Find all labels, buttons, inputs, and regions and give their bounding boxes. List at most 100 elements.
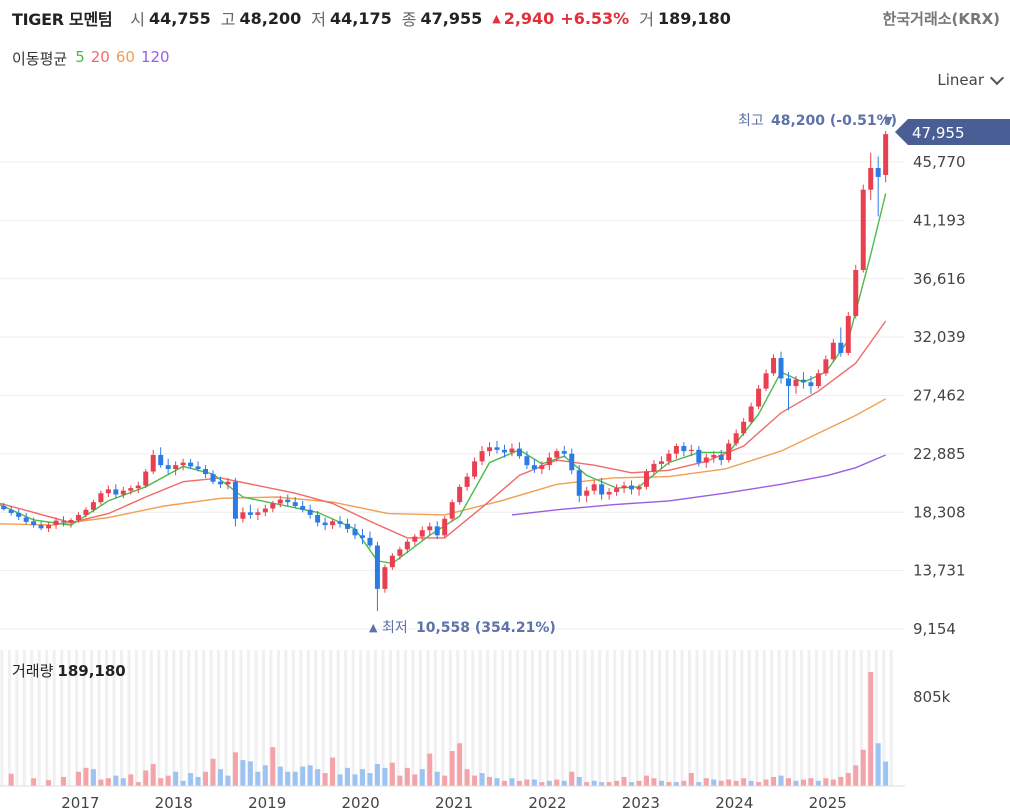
volume-bar (337, 774, 343, 786)
candle-body (830, 342, 836, 360)
volume-bar (808, 778, 814, 786)
candle (203, 465, 209, 478)
low-annotation-label: 최저 (382, 620, 408, 636)
volume-bar (240, 760, 246, 786)
candle-body (203, 468, 209, 475)
volume-bar (285, 771, 291, 786)
candle (643, 468, 649, 490)
candle (815, 369, 821, 389)
candle (337, 516, 343, 528)
high-annotation-marker: ▼ (884, 114, 893, 127)
candle-body (681, 446, 687, 452)
candle (173, 461, 179, 476)
volume-bar (599, 782, 605, 786)
candle (464, 472, 470, 491)
candle (868, 152, 874, 200)
candle-body (883, 134, 889, 175)
ma20-legend[interactable]: 20 (90, 48, 110, 66)
ma60-layer (0, 398, 887, 526)
volume-bar (322, 773, 328, 786)
year-tick-label: 2022 (528, 794, 566, 812)
candle-body (718, 454, 724, 461)
candle (61, 516, 67, 527)
volume-bar (636, 780, 642, 786)
volume-bar (61, 776, 67, 786)
candle (53, 517, 59, 529)
candle-body (307, 509, 313, 515)
candle-body (591, 484, 597, 491)
open-value: 44,755 (149, 8, 211, 28)
candle (352, 523, 358, 540)
candle (487, 442, 493, 457)
volume-bar (307, 765, 313, 786)
candle-body (703, 457, 709, 463)
volume-bar (524, 779, 530, 786)
candle (225, 477, 231, 490)
candle (778, 351, 784, 384)
candle-body (374, 545, 380, 589)
volume-bar (546, 780, 552, 786)
volume-bar (718, 780, 724, 786)
candle (883, 131, 889, 183)
candle (516, 442, 522, 459)
ma5-line (0, 193, 887, 565)
volume-bar (412, 774, 418, 786)
volume-bar (733, 780, 739, 786)
candle-body (576, 470, 582, 496)
volume-bar (359, 769, 365, 786)
candle-body (389, 555, 395, 568)
price-tick-label: 13,731 (913, 562, 966, 580)
year-tick-label: 2025 (809, 794, 847, 812)
scale-mode-dropdown[interactable]: Linear (937, 70, 1005, 89)
volume-bar (815, 780, 821, 786)
moving-average-legend[interactable]: 이동평균 5 20 60 120 (12, 48, 170, 69)
candle (419, 526, 425, 541)
candle (180, 458, 186, 471)
volume-bar (46, 780, 52, 786)
volume-bar (270, 747, 276, 786)
volume-bar (756, 782, 762, 786)
candle (853, 264, 859, 319)
volume-bar (404, 767, 410, 786)
volume-bar (449, 751, 455, 786)
ma5-legend[interactable]: 5 (75, 48, 85, 66)
change-value: 2,940 (503, 8, 555, 28)
candle-body (651, 463, 657, 472)
volume-bar (883, 761, 889, 786)
volume-bar (419, 769, 425, 786)
volume-bar (688, 773, 694, 786)
candle (785, 372, 791, 411)
volume-bar (606, 782, 612, 786)
candle (270, 500, 276, 513)
candle (614, 484, 620, 496)
candle-body (793, 379, 799, 387)
candle-body (778, 358, 784, 379)
volume-bar (165, 775, 171, 786)
candle-body (188, 462, 194, 467)
candle (427, 522, 433, 536)
candle (397, 546, 403, 560)
volume-bar (225, 775, 231, 786)
volume-bar (845, 773, 851, 786)
candle-body (763, 373, 769, 389)
volume-bar (771, 776, 777, 786)
ma60-legend[interactable]: 60 (115, 48, 135, 66)
candle (449, 499, 455, 522)
ma60-line (0, 398, 887, 526)
high-label: 고 (220, 10, 236, 29)
volume-bar (531, 779, 537, 786)
candle-body (449, 502, 455, 519)
candle (584, 486, 590, 503)
candle (718, 449, 724, 466)
candle (688, 444, 694, 457)
candle-body (397, 549, 403, 556)
candle (262, 504, 268, 517)
volume-bar (135, 782, 141, 786)
candle (38, 521, 44, 531)
candle (658, 456, 664, 469)
ma120-legend[interactable]: 120 (140, 48, 170, 66)
candle (748, 402, 754, 425)
candle-body (225, 481, 231, 485)
candle-body (815, 373, 821, 387)
